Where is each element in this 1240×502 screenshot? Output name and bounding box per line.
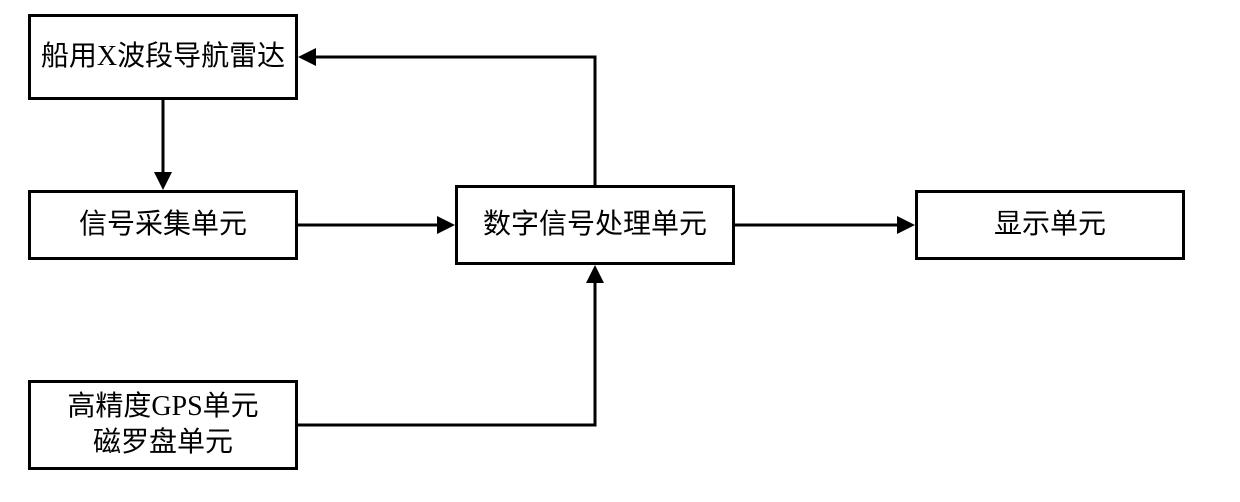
arrowhead-right-icon: [437, 216, 455, 234]
node-gps: 高精度GPS单元磁罗盘单元: [28, 380, 298, 470]
node-dsp-label: 数字信号处理单元: [483, 207, 707, 243]
edge-gps-to-dsp: [298, 269, 595, 425]
node-dsp: 数字信号处理单元: [455, 185, 735, 265]
node-radar-label: 船用X波段导航雷达: [41, 39, 285, 75]
node-acquisition-label: 信号采集单元: [79, 207, 247, 243]
edge-dsp-to-radar: [302, 57, 595, 185]
arrowhead-left-icon: [298, 48, 316, 66]
node-gps-label: 高精度GPS单元磁罗盘单元: [67, 389, 258, 462]
node-acquisition: 信号采集单元: [28, 190, 298, 260]
arrowhead-right-icon: [897, 216, 915, 234]
node-display: 显示单元: [915, 190, 1185, 260]
node-display-label: 显示单元: [994, 207, 1106, 243]
arrowhead-up-icon: [586, 265, 604, 283]
node-radar: 船用X波段导航雷达: [28, 14, 298, 100]
arrowhead-down-icon: [154, 172, 172, 190]
